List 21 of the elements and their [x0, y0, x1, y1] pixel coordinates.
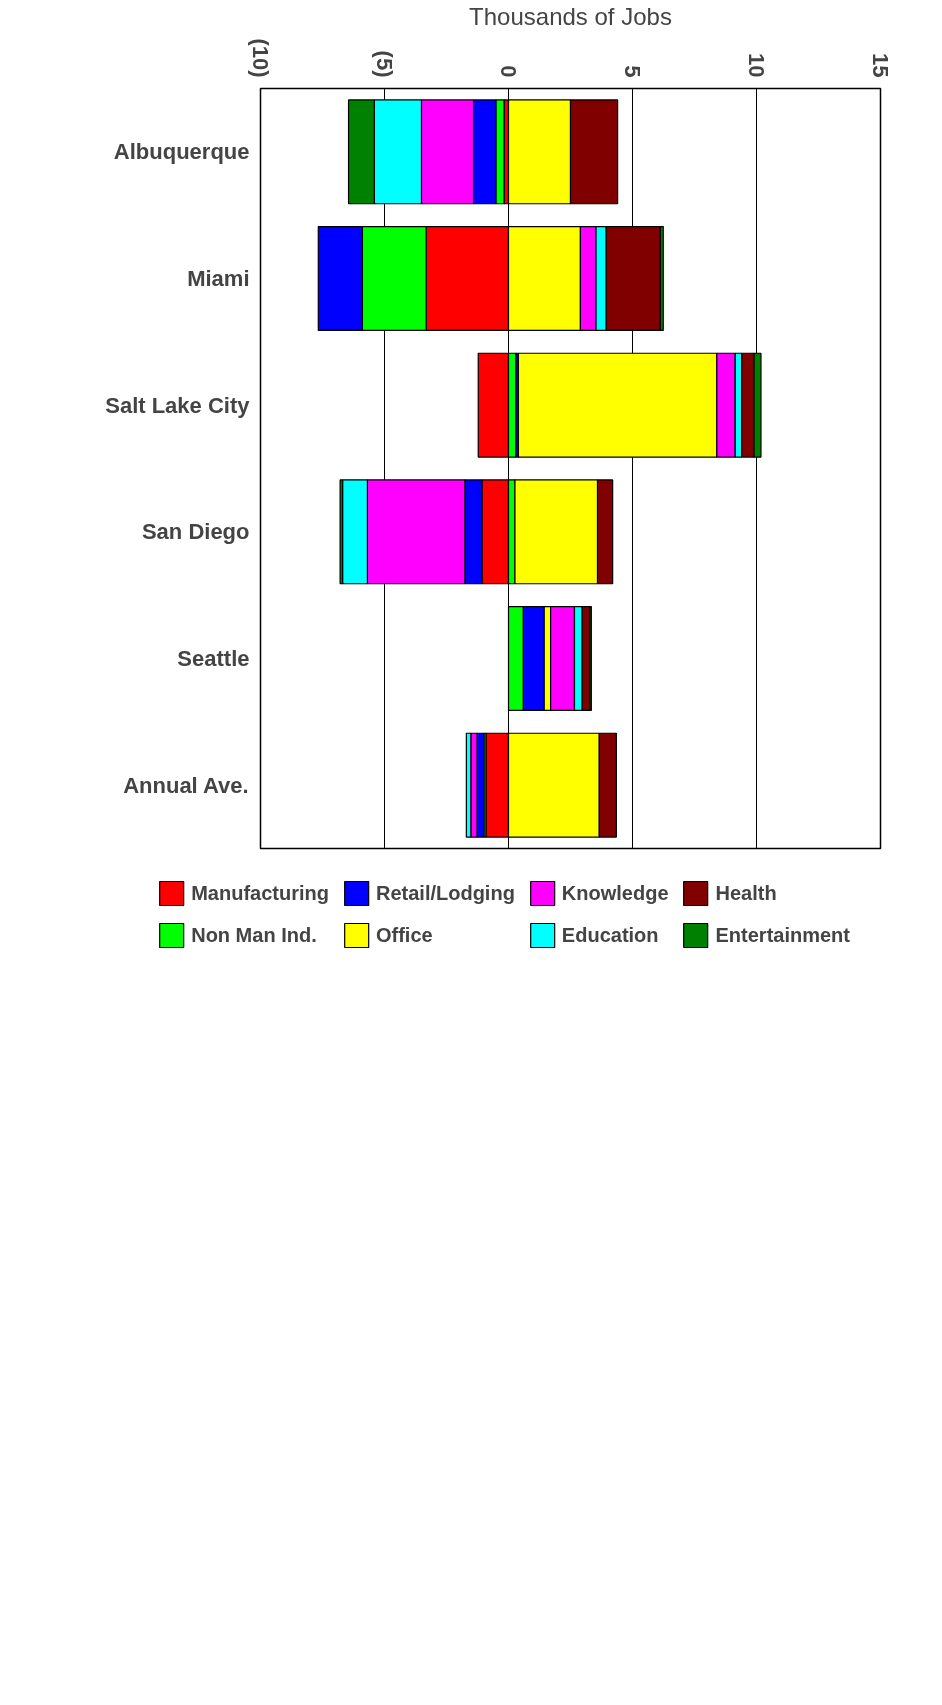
legend-label: Education [561, 923, 659, 947]
x-tick-label: 15 [868, 53, 893, 78]
x-tick-label: 5 [620, 65, 645, 78]
legend-label: Office [375, 923, 433, 947]
y-tick-label: Salt Lake City [105, 392, 251, 418]
legend-label: Health [715, 881, 777, 905]
x-axis-title: Thousands of Jobs [469, 3, 672, 31]
x-tick-label: (5) [372, 50, 397, 78]
legend-label: Manufacturing [191, 881, 329, 905]
legend-label: Entertainment [715, 923, 850, 947]
legend-label: Non Man Ind. [191, 923, 317, 947]
y-tick-label: Miami [187, 266, 250, 291]
legend-label: Knowledge [561, 881, 669, 905]
x-tick-label: 0 [496, 65, 521, 78]
y-tick-label: Annual Ave. [123, 772, 249, 798]
y-tick-label: San Diego [141, 519, 250, 545]
y-tick-label: Albuquerque [113, 139, 250, 165]
x-tick-label: (10) [248, 38, 273, 78]
legend-label: Retail/Lodging [375, 881, 515, 905]
y-tick-label: Seattle [177, 646, 250, 671]
x-tick-label: 10 [744, 53, 769, 78]
